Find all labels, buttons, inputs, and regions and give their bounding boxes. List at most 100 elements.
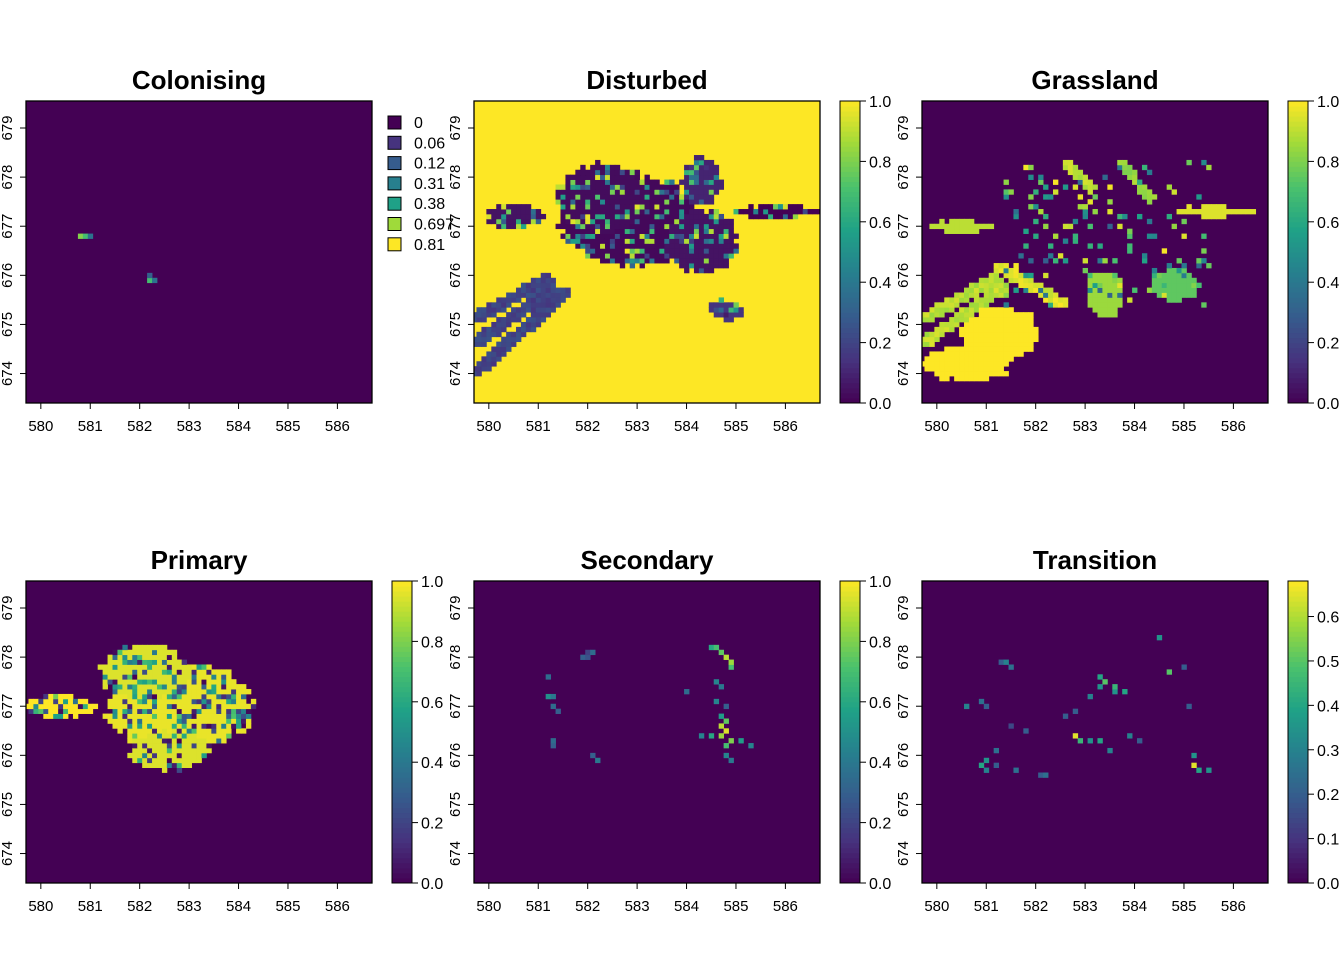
raster-cell — [166, 674, 173, 680]
raster-cell — [1013, 272, 1019, 279]
raster-cell — [570, 199, 576, 205]
raster-cell — [221, 723, 227, 729]
raster-cell — [565, 233, 571, 239]
raster-cell — [545, 282, 552, 288]
raster-cell — [585, 204, 591, 210]
raster-cell — [132, 713, 138, 719]
raster-cell — [245, 713, 252, 719]
raster-cell — [817, 209, 820, 215]
raster-cell — [684, 174, 690, 180]
colorbar-segment — [840, 126, 860, 132]
raster-cell — [186, 669, 192, 675]
raster-cell — [964, 336, 970, 343]
raster-cell — [171, 703, 178, 710]
raster-cell — [639, 179, 645, 185]
raster-cell — [993, 317, 1000, 323]
raster-cell — [1151, 282, 1158, 288]
raster-cell — [964, 356, 970, 362]
raster-cell — [664, 253, 670, 259]
raster-cell — [137, 669, 143, 675]
raster-cell — [476, 341, 482, 347]
y-tick-label: 677 — [447, 694, 464, 719]
colorbar-segment — [840, 131, 860, 137]
raster-cell — [689, 179, 695, 185]
raster-cell — [127, 689, 133, 695]
raster-cell — [978, 223, 985, 230]
raster-cell — [152, 752, 158, 759]
raster-cell — [196, 747, 202, 754]
colorbar-segment — [1288, 352, 1308, 359]
raster-cell — [181, 752, 188, 759]
raster-cell — [142, 708, 148, 714]
raster-cell — [959, 366, 965, 372]
raster-cell — [152, 708, 158, 714]
raster-cell — [186, 752, 192, 759]
raster-cell — [659, 189, 665, 195]
raster-cell — [797, 209, 804, 215]
raster-cell — [137, 733, 143, 739]
raster-cell — [689, 253, 695, 259]
raster-cell — [186, 693, 192, 700]
raster-cell — [733, 209, 739, 215]
raster-cell — [147, 718, 153, 724]
raster-cell — [698, 194, 705, 200]
raster-cell — [82, 233, 89, 239]
colorbar-segment — [1288, 337, 1308, 344]
raster-cell — [152, 659, 158, 665]
raster-cell — [575, 179, 581, 185]
raster-cell — [609, 253, 616, 259]
raster-cell — [166, 708, 173, 714]
raster-cell — [127, 664, 133, 670]
raster-cell — [540, 302, 547, 308]
colorbar-segment — [840, 106, 860, 112]
raster-cell — [1087, 738, 1093, 744]
raster-cell — [1221, 204, 1227, 210]
raster-cell — [171, 728, 178, 734]
raster-cell — [1166, 263, 1173, 269]
raster-cell — [978, 307, 985, 313]
raster-cell — [555, 223, 561, 230]
raster-cell — [516, 326, 522, 333]
colorbar-segment — [840, 802, 860, 808]
raster-cell — [72, 698, 79, 705]
raster-cell — [481, 317, 487, 323]
raster-cell — [604, 189, 611, 195]
raster-cell — [748, 209, 754, 215]
raster-cell — [560, 218, 566, 225]
raster-cell — [718, 248, 725, 254]
raster-cell — [1171, 297, 1177, 303]
raster-cell — [659, 213, 665, 220]
raster-cell — [1122, 159, 1128, 166]
raster-cell — [241, 718, 247, 724]
x-tick-label: 586 — [773, 898, 798, 915]
raster-cell — [1112, 312, 1118, 318]
raster-cell — [1166, 297, 1173, 303]
colorbar-segment — [1288, 252, 1308, 258]
raster-cell — [684, 213, 690, 220]
colorbar-segment — [1288, 636, 1308, 642]
y-tick-label: 677 — [895, 214, 912, 239]
raster-cell — [1102, 272, 1108, 279]
raster-cell — [127, 674, 133, 680]
raster-cell — [1087, 243, 1093, 249]
raster-cell — [988, 277, 995, 284]
raster-cell — [998, 366, 1004, 372]
y-tick-label: 676 — [895, 743, 912, 768]
raster-cell — [993, 263, 1000, 269]
raster-cell — [570, 179, 576, 185]
raster-cell — [575, 223, 581, 230]
raster-cell — [954, 297, 960, 303]
raster-cell — [713, 189, 720, 195]
raster-cell — [142, 738, 148, 744]
raster-cell — [654, 179, 660, 185]
colorbar-segment — [1288, 372, 1308, 379]
raster-cell — [156, 664, 163, 670]
raster-cell — [753, 209, 759, 215]
raster-cell — [216, 698, 222, 705]
raster-cell — [1023, 331, 1029, 338]
raster-cell — [629, 194, 636, 200]
raster-cell — [949, 228, 955, 234]
raster-cell — [535, 282, 542, 288]
raster-cell — [63, 693, 69, 700]
colorbar-segment — [1288, 332, 1308, 339]
